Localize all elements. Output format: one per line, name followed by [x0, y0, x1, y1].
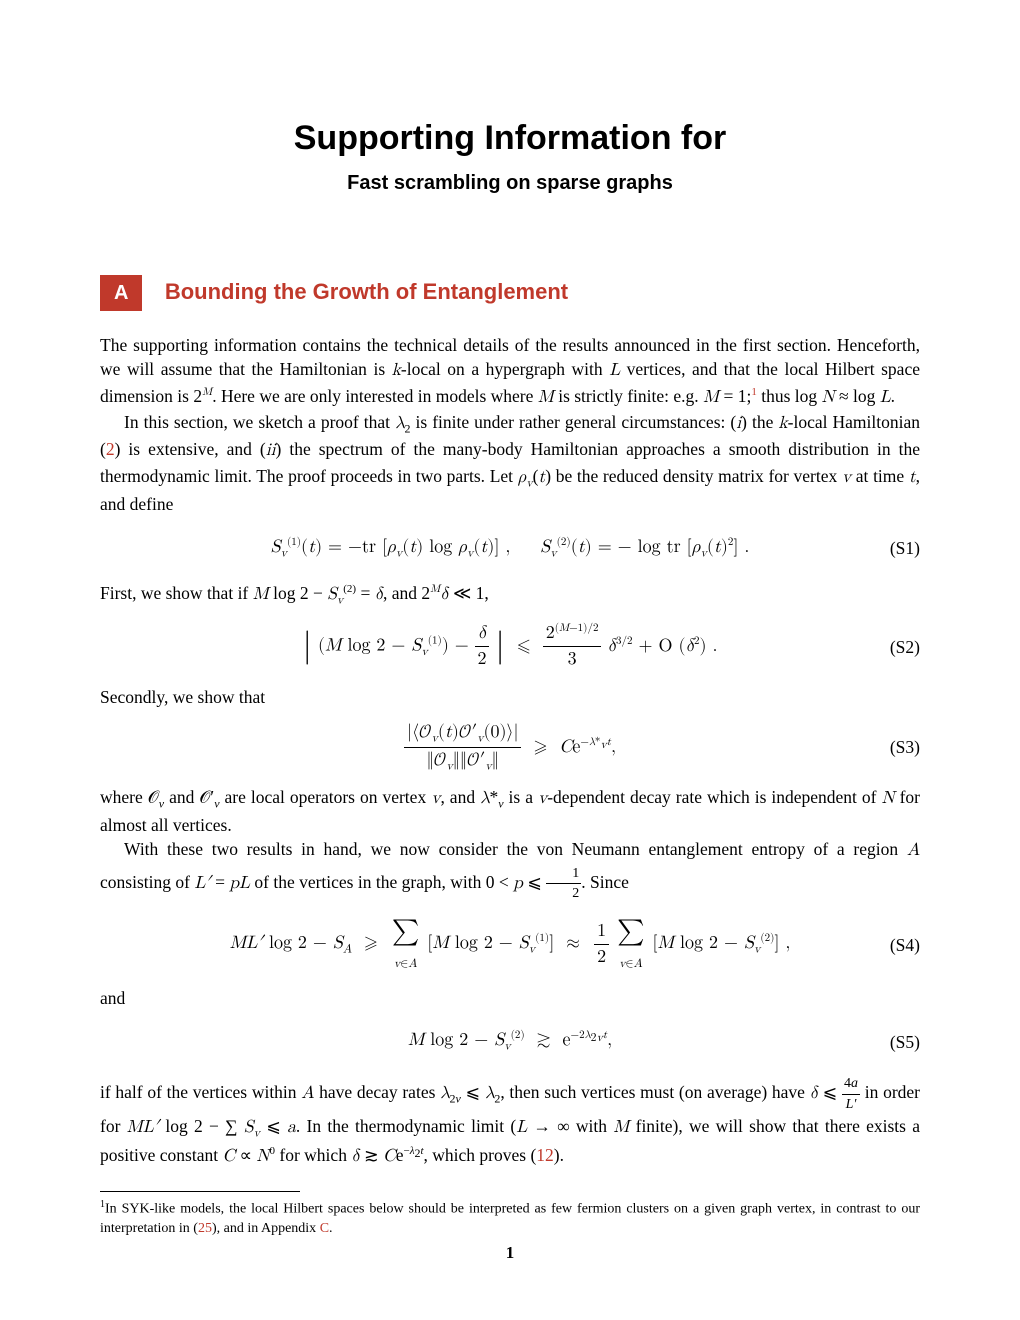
document-subtitle: Fast scrambling on sparse graphs: [100, 169, 920, 197]
equation-S4-tag: (S4): [890, 933, 920, 958]
footnote-ref-1[interactable]: 1: [751, 386, 757, 406]
document-title: Supporting Information for: [100, 115, 920, 163]
ref-eq-2[interactable]: 2: [106, 439, 115, 459]
equation-S1-body: Sv(1)(t) = −tr [ρv(t) log ρv(t)] , Sv(2)…: [271, 535, 750, 562]
paragraph-8: if half of the vertices within A have de…: [100, 1074, 920, 1169]
paragraph-3: First, we show that if M log 2 − Sv(2) =…: [100, 581, 920, 609]
equation-S5-tag: (S5): [890, 1030, 920, 1055]
section-header: A Bounding the Growth of Entanglement: [100, 275, 920, 311]
equation-S2-body: | (M log 2 − Sv(1)) − δ 2 | ⩽ 2(M−1)/2 3…: [302, 621, 717, 672]
equation-S1-tag: (S1): [890, 536, 920, 561]
equation-S3-body: |⟨𝒪v(t)𝒪′v(0)⟩| ‖𝒪v‖‖𝒪′v‖ ⩾ Ce−λ*vt,: [404, 720, 616, 776]
equation-S5-body: M log 2 − Sv(2) ≳ e−2λ2vt,: [408, 1028, 612, 1055]
paragraph-6: With these two results in hand, we now c…: [100, 837, 920, 904]
section-letter-box: A: [100, 275, 142, 311]
ref-eq-25[interactable]: 25: [198, 1221, 212, 1236]
ref-appendix-c[interactable]: C: [320, 1221, 329, 1236]
equation-S2-tag: (S2): [890, 635, 920, 660]
paragraph-1: The supporting information contains the …: [100, 333, 920, 411]
paragraph-2: In this section, we sketch a proof that …: [100, 410, 920, 517]
page-number: 1: [0, 1241, 1020, 1265]
equation-S3-tag: (S3): [890, 735, 920, 760]
equation-S5: M log 2 − Sv(2) ≳ e−2λ2vt, (S5): [100, 1020, 920, 1064]
paragraph-4: Secondly, we show that: [100, 685, 920, 710]
equation-S3: |⟨𝒪v(t)𝒪′v(0)⟩| ‖𝒪v‖‖𝒪′v‖ ⩾ Ce−λ*vt, (S3…: [100, 719, 920, 775]
equation-S1: Sv(1)(t) = −tr [ρv(t) log ρv(t)] , Sv(2)…: [100, 527, 920, 571]
paragraph-5: where 𝒪v and 𝒪′v are local operators on …: [100, 785, 920, 837]
footnote-rule: [100, 1191, 300, 1192]
equation-S4: ML′ log 2 − SA ⩾ ∑v∈A [M log 2 − Sv(1)] …: [100, 914, 920, 976]
footnote-1: 1In SYK-like models, the local Hilbert s…: [100, 1198, 920, 1238]
equation-S2: | (M log 2 − Sv(1)) − δ 2 | ⩽ 2(M−1)/2 3…: [100, 619, 920, 675]
page: Supporting Information for Fast scrambli…: [0, 0, 1020, 1320]
section-heading: Bounding the Growth of Entanglement: [165, 277, 568, 308]
ref-eq-12[interactable]: 12: [536, 1145, 554, 1165]
equation-S4-body: ML′ log 2 − SA ⩾ ∑v∈A [M log 2 − Sv(1)] …: [230, 914, 791, 976]
paragraph-7: and: [100, 986, 920, 1011]
